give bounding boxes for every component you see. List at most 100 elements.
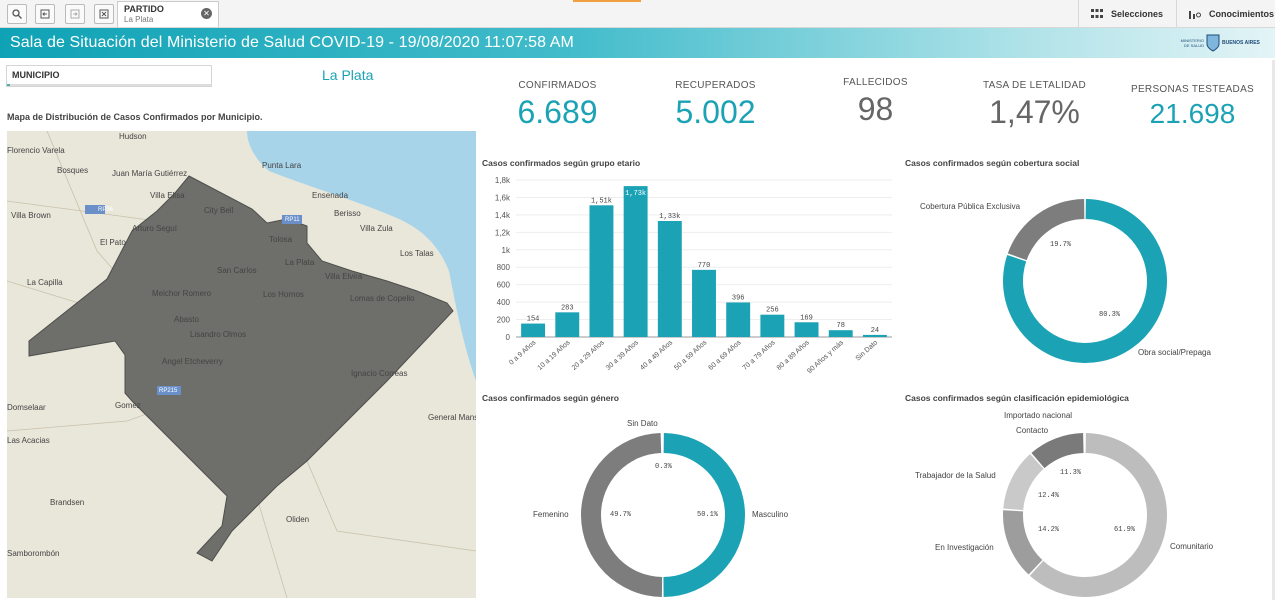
selection-tab-partido[interactable]: PARTIDO La Plata ✕	[117, 1, 219, 27]
age-bar	[521, 323, 546, 337]
kpi-value: 21.698	[1149, 98, 1236, 129]
y-tick-label: 1,2k	[495, 228, 511, 237]
donut-slice	[581, 433, 663, 597]
kpi-value: 98	[857, 91, 894, 127]
bar-value-label: 283	[561, 304, 574, 312]
step-forward-icon[interactable]	[65, 4, 85, 24]
map-place-el-pato: El Pato	[100, 238, 126, 247]
step-back-icon[interactable]	[35, 4, 55, 24]
close-icon[interactable]: ✕	[201, 8, 212, 19]
road-label-rp215: RP215	[159, 388, 178, 394]
y-tick-label: 800	[497, 263, 511, 272]
age-bar	[862, 334, 887, 337]
clear-selections-icon[interactable]	[94, 4, 114, 24]
x-tick-label: 80 a 89 Años	[776, 339, 811, 372]
kpi-value: 5.002	[675, 94, 756, 130]
bar-value-label: 1,33k	[659, 213, 680, 221]
age-bar-chart[interactable]: 0 200 400 600 800 1k 1,2k 1,4k 1,6k 1,8k 154 0 a 9 …	[480, 172, 900, 382]
page-title: Sala de Situación del Ministerio de Salu…	[10, 34, 574, 51]
donut-slice	[1003, 510, 1043, 575]
bar-value-label: 1,73k	[625, 190, 646, 198]
map-place-abasto: Abasto	[174, 315, 199, 324]
x-tick-label: 10 a 19 Años	[537, 339, 572, 372]
pct-label: 49.7%	[610, 511, 632, 519]
age-bar	[555, 312, 580, 337]
map-place-las-acacias: Las Acacias	[7, 436, 50, 445]
kpi-label: FALLECIDOS	[843, 77, 908, 88]
pct-label: 0.3%	[655, 463, 672, 471]
donut-slice	[1029, 433, 1167, 597]
map-place-la-plata: La Plata	[285, 258, 315, 267]
scrollbar-track[interactable]	[1272, 60, 1275, 600]
x-tick-label: 60 a 69 Años	[707, 339, 742, 372]
epi-donut-chart[interactable]	[995, 425, 1175, 605]
coverage-donut-chart[interactable]	[995, 191, 1175, 371]
kpi-confirmados: CONFIRMADOS 6.689	[500, 80, 615, 131]
y-tick-label: 1,8k	[495, 176, 511, 185]
epi-chart-title: Casos confirmados según clasificación ep…	[905, 393, 1129, 403]
map-place-city-bell: City Bell	[204, 206, 234, 215]
map-place-berisso: Berisso	[334, 209, 361, 218]
legend-label-obra-social: Obra social/Prepaga	[1138, 348, 1211, 357]
coverage-chart-title: Casos confirmados según cobertura social	[905, 158, 1080, 168]
age-chart-title: Casos confirmados según grupo etario	[482, 158, 641, 168]
map-place-oliden: Oliden	[286, 515, 310, 524]
insights-button[interactable]: Conocimientos	[1176, 0, 1275, 27]
municipio-filter[interactable]: MUNICIPIO	[6, 65, 212, 87]
map-place-san-carlos: San Carlos	[217, 266, 257, 275]
y-tick-label: 1,6k	[495, 193, 511, 202]
map-place-villa-zula: Villa Zula	[360, 224, 393, 233]
y-tick-label: 200	[497, 316, 511, 325]
selections-label: Selecciones	[1111, 8, 1164, 19]
age-bar	[828, 330, 853, 337]
bar-value-label: 256	[766, 307, 779, 315]
map-place-florencio-varela: Florencio Varela	[7, 146, 65, 155]
kpi-personas-testeadas: PERSONAS TESTEADAS 21.698	[1130, 84, 1255, 130]
x-tick-label: 0 a 9 Años	[508, 339, 538, 367]
map-place-punta-lara: Punta Lara	[262, 161, 302, 170]
x-tick-label: 30 a 39 Años	[605, 339, 640, 372]
bar-value-label: 154	[527, 316, 540, 324]
pct-label: 19.7%	[1050, 241, 1072, 249]
kpi-label: CONFIRMADOS	[518, 80, 597, 91]
donut-slice	[663, 433, 745, 597]
age-bar	[692, 269, 716, 337]
x-tick-label: 70 a 79 Años	[742, 339, 777, 372]
kpi-value: 6.689	[517, 94, 598, 130]
smart-search-icon[interactable]	[7, 4, 27, 24]
map-place-villa-elvira: Villa Elvira	[325, 272, 363, 281]
insights-label: Conocimientos	[1209, 8, 1275, 19]
kpi-value: 1,47%	[989, 94, 1080, 130]
legend-label-comunitario: Comunitario	[1170, 542, 1214, 551]
gender-donut-chart[interactable]	[573, 425, 753, 605]
accent-strip	[573, 0, 641, 2]
map-place-gomez: Gomez	[115, 401, 141, 410]
filter-selection-bar	[7, 84, 211, 86]
map-canvas	[7, 131, 476, 598]
kpi-label: TASA DE LETALIDAD	[982, 80, 1087, 91]
distribution-map[interactable]: Hudson Florencio Varela Bosques Juan Mar…	[7, 131, 476, 598]
map-place-arturo-segui: Arturo Seguí	[132, 224, 177, 233]
la-plata-region	[28, 175, 454, 562]
map-place-lisandro-olmos: Lisandro Olmos	[190, 330, 247, 339]
bar-value-label: 78	[837, 322, 845, 330]
map-place-juan-maria-gutierrez: Juan María Gutiérrez	[112, 169, 188, 178]
y-tick-label: 1,4k	[495, 211, 511, 220]
map-place-villa-brown: Villa Brown	[11, 211, 51, 220]
donut-slice	[1003, 454, 1044, 511]
pct-label: 50.1%	[697, 511, 719, 519]
map-place-tolosa: Tolosa	[269, 235, 293, 244]
ministry-logo: MINISTERIO DE SALUD BUENOS AIRES	[1176, 32, 1266, 54]
map-place-ensenada: Ensenada	[312, 191, 349, 200]
y-tick-label: 1k	[502, 246, 511, 255]
title-bar: Sala de Situación del Ministerio de Salu…	[0, 28, 1275, 58]
donut-slice	[1007, 199, 1085, 261]
pct-label: 61.9%	[1114, 526, 1136, 534]
selection-tab-title: PARTIDO	[124, 4, 164, 14]
map-place-los-hornos: Los Hornos	[263, 290, 304, 299]
pct-label: 80.3%	[1099, 311, 1121, 319]
river-water	[247, 131, 476, 381]
selections-button[interactable]: Selecciones	[1078, 0, 1176, 27]
logo-province-text: BUENOS AIRES	[1222, 40, 1260, 46]
age-bar	[726, 302, 751, 337]
